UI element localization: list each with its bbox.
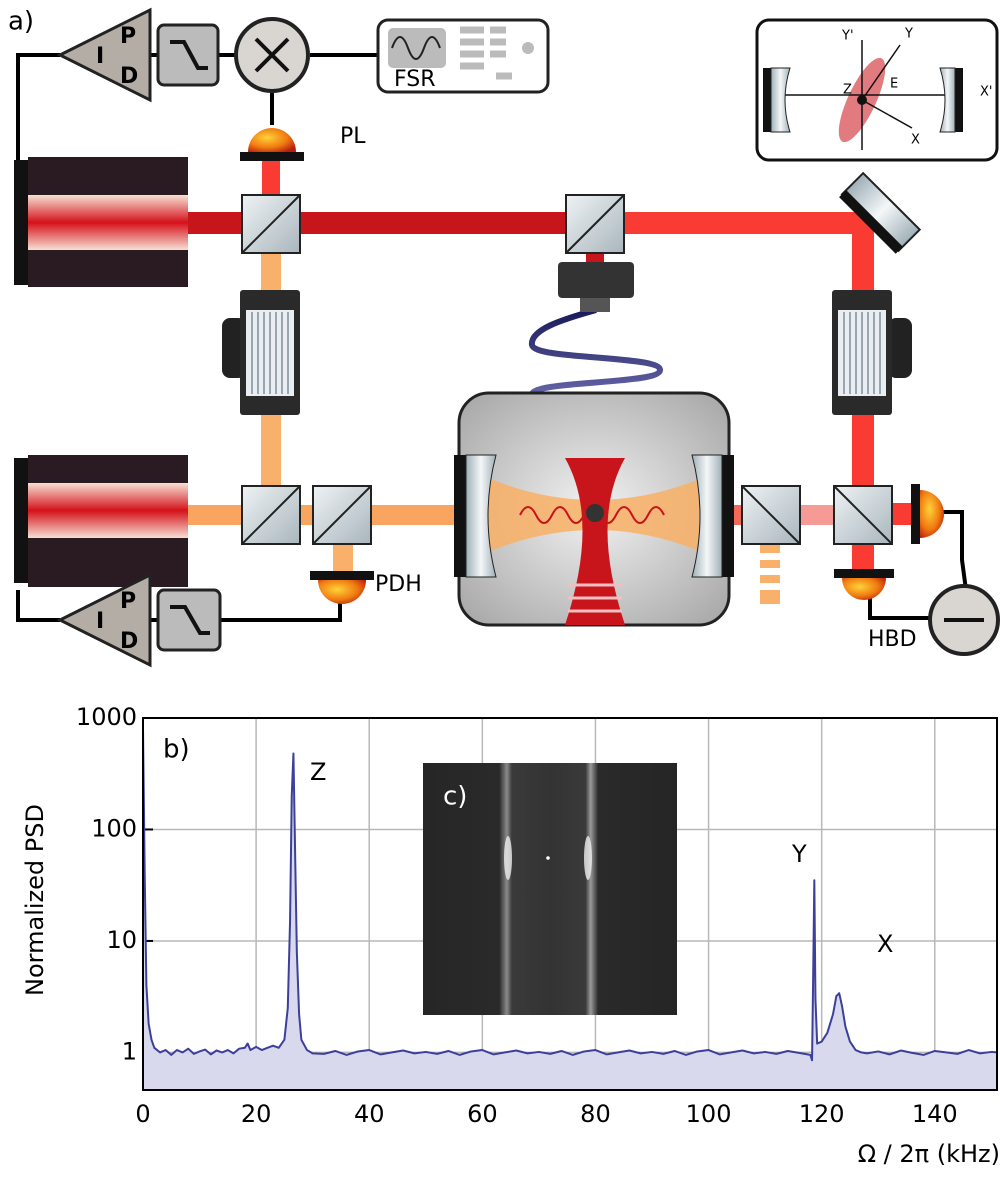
modulator — [832, 290, 912, 415]
annotation: X — [877, 930, 893, 958]
pid — [56, 7, 152, 103]
panel-label: b) — [163, 735, 190, 765]
axis-name: X — [911, 133, 920, 148]
balanced-detector — [928, 584, 1000, 656]
pid-letter: P — [120, 589, 136, 614]
beam — [262, 160, 280, 200]
x-tick-label: 100 — [686, 1100, 732, 1128]
camera-inset: c) — [423, 763, 677, 1015]
analyzer — [376, 18, 550, 94]
y-axis-title: Normalized PSD — [21, 804, 49, 996]
panel-label: c) — [443, 782, 467, 812]
x-tick-label: 140 — [912, 1100, 958, 1128]
line — [142, 728, 998, 1062]
y-tick-label: 10 — [106, 926, 137, 954]
wires — [16, 53, 970, 622]
pid-letter: D — [120, 629, 138, 654]
y-tick-label: 100 — [91, 814, 137, 842]
plot-frame — [142, 717, 998, 1091]
photodiode — [911, 484, 944, 544]
label: PL — [340, 124, 366, 149]
label: FSR — [394, 67, 436, 92]
cavity — [454, 391, 734, 627]
axis-name: Y' — [841, 29, 854, 44]
modulator — [222, 290, 300, 415]
beam — [890, 503, 912, 525]
x-tick-label: 0 — [135, 1100, 150, 1128]
x-tick-label: 60 — [467, 1100, 498, 1128]
beam-splitters — [241, 194, 893, 545]
x-tick-label: 20 — [241, 1100, 272, 1128]
x-tick-label: 120 — [799, 1100, 845, 1128]
axis-name: Y — [904, 27, 913, 42]
pid — [56, 572, 152, 668]
label: HBD — [868, 627, 917, 652]
pid-letter: I — [96, 44, 104, 69]
psd-chart: 0 20 40 60 80 100 120 140 1 10 100 1000 — [76, 703, 998, 1128]
axis-name: E — [890, 77, 898, 92]
setup-diagram: a) — [8, 7, 1000, 668]
axis-name: Z — [843, 83, 852, 98]
beam — [620, 212, 864, 234]
pid-letter: P — [120, 24, 136, 49]
area — [143, 728, 997, 1090]
annotation: Y — [791, 840, 807, 868]
photodiode — [310, 571, 374, 604]
annotation: Z — [310, 758, 326, 786]
x-tick-label: 40 — [354, 1100, 385, 1128]
pid-letter: D — [120, 64, 138, 89]
y-tick-label: 1 — [122, 1037, 137, 1065]
mixer — [234, 17, 310, 93]
y-tick-label: 1000 — [76, 703, 137, 731]
filter — [156, 23, 220, 87]
axis-name: X' — [980, 85, 992, 100]
dashed-beam — [760, 545, 780, 604]
x-axis-title: Ω / 2π (kHz) — [858, 1140, 1000, 1168]
beam — [333, 540, 353, 580]
mirror — [839, 171, 922, 254]
pid-letter: I — [96, 609, 104, 634]
photodiode — [834, 569, 894, 600]
laser — [14, 455, 188, 587]
x-tick-label: 80 — [580, 1100, 611, 1128]
laser — [14, 157, 188, 287]
orientation-inset: Y' Y Z E X' X — [755, 18, 999, 162]
filter — [156, 588, 222, 652]
label: PDH — [375, 572, 422, 597]
panel-label: a) — [8, 7, 34, 37]
photodiode — [240, 128, 304, 161]
